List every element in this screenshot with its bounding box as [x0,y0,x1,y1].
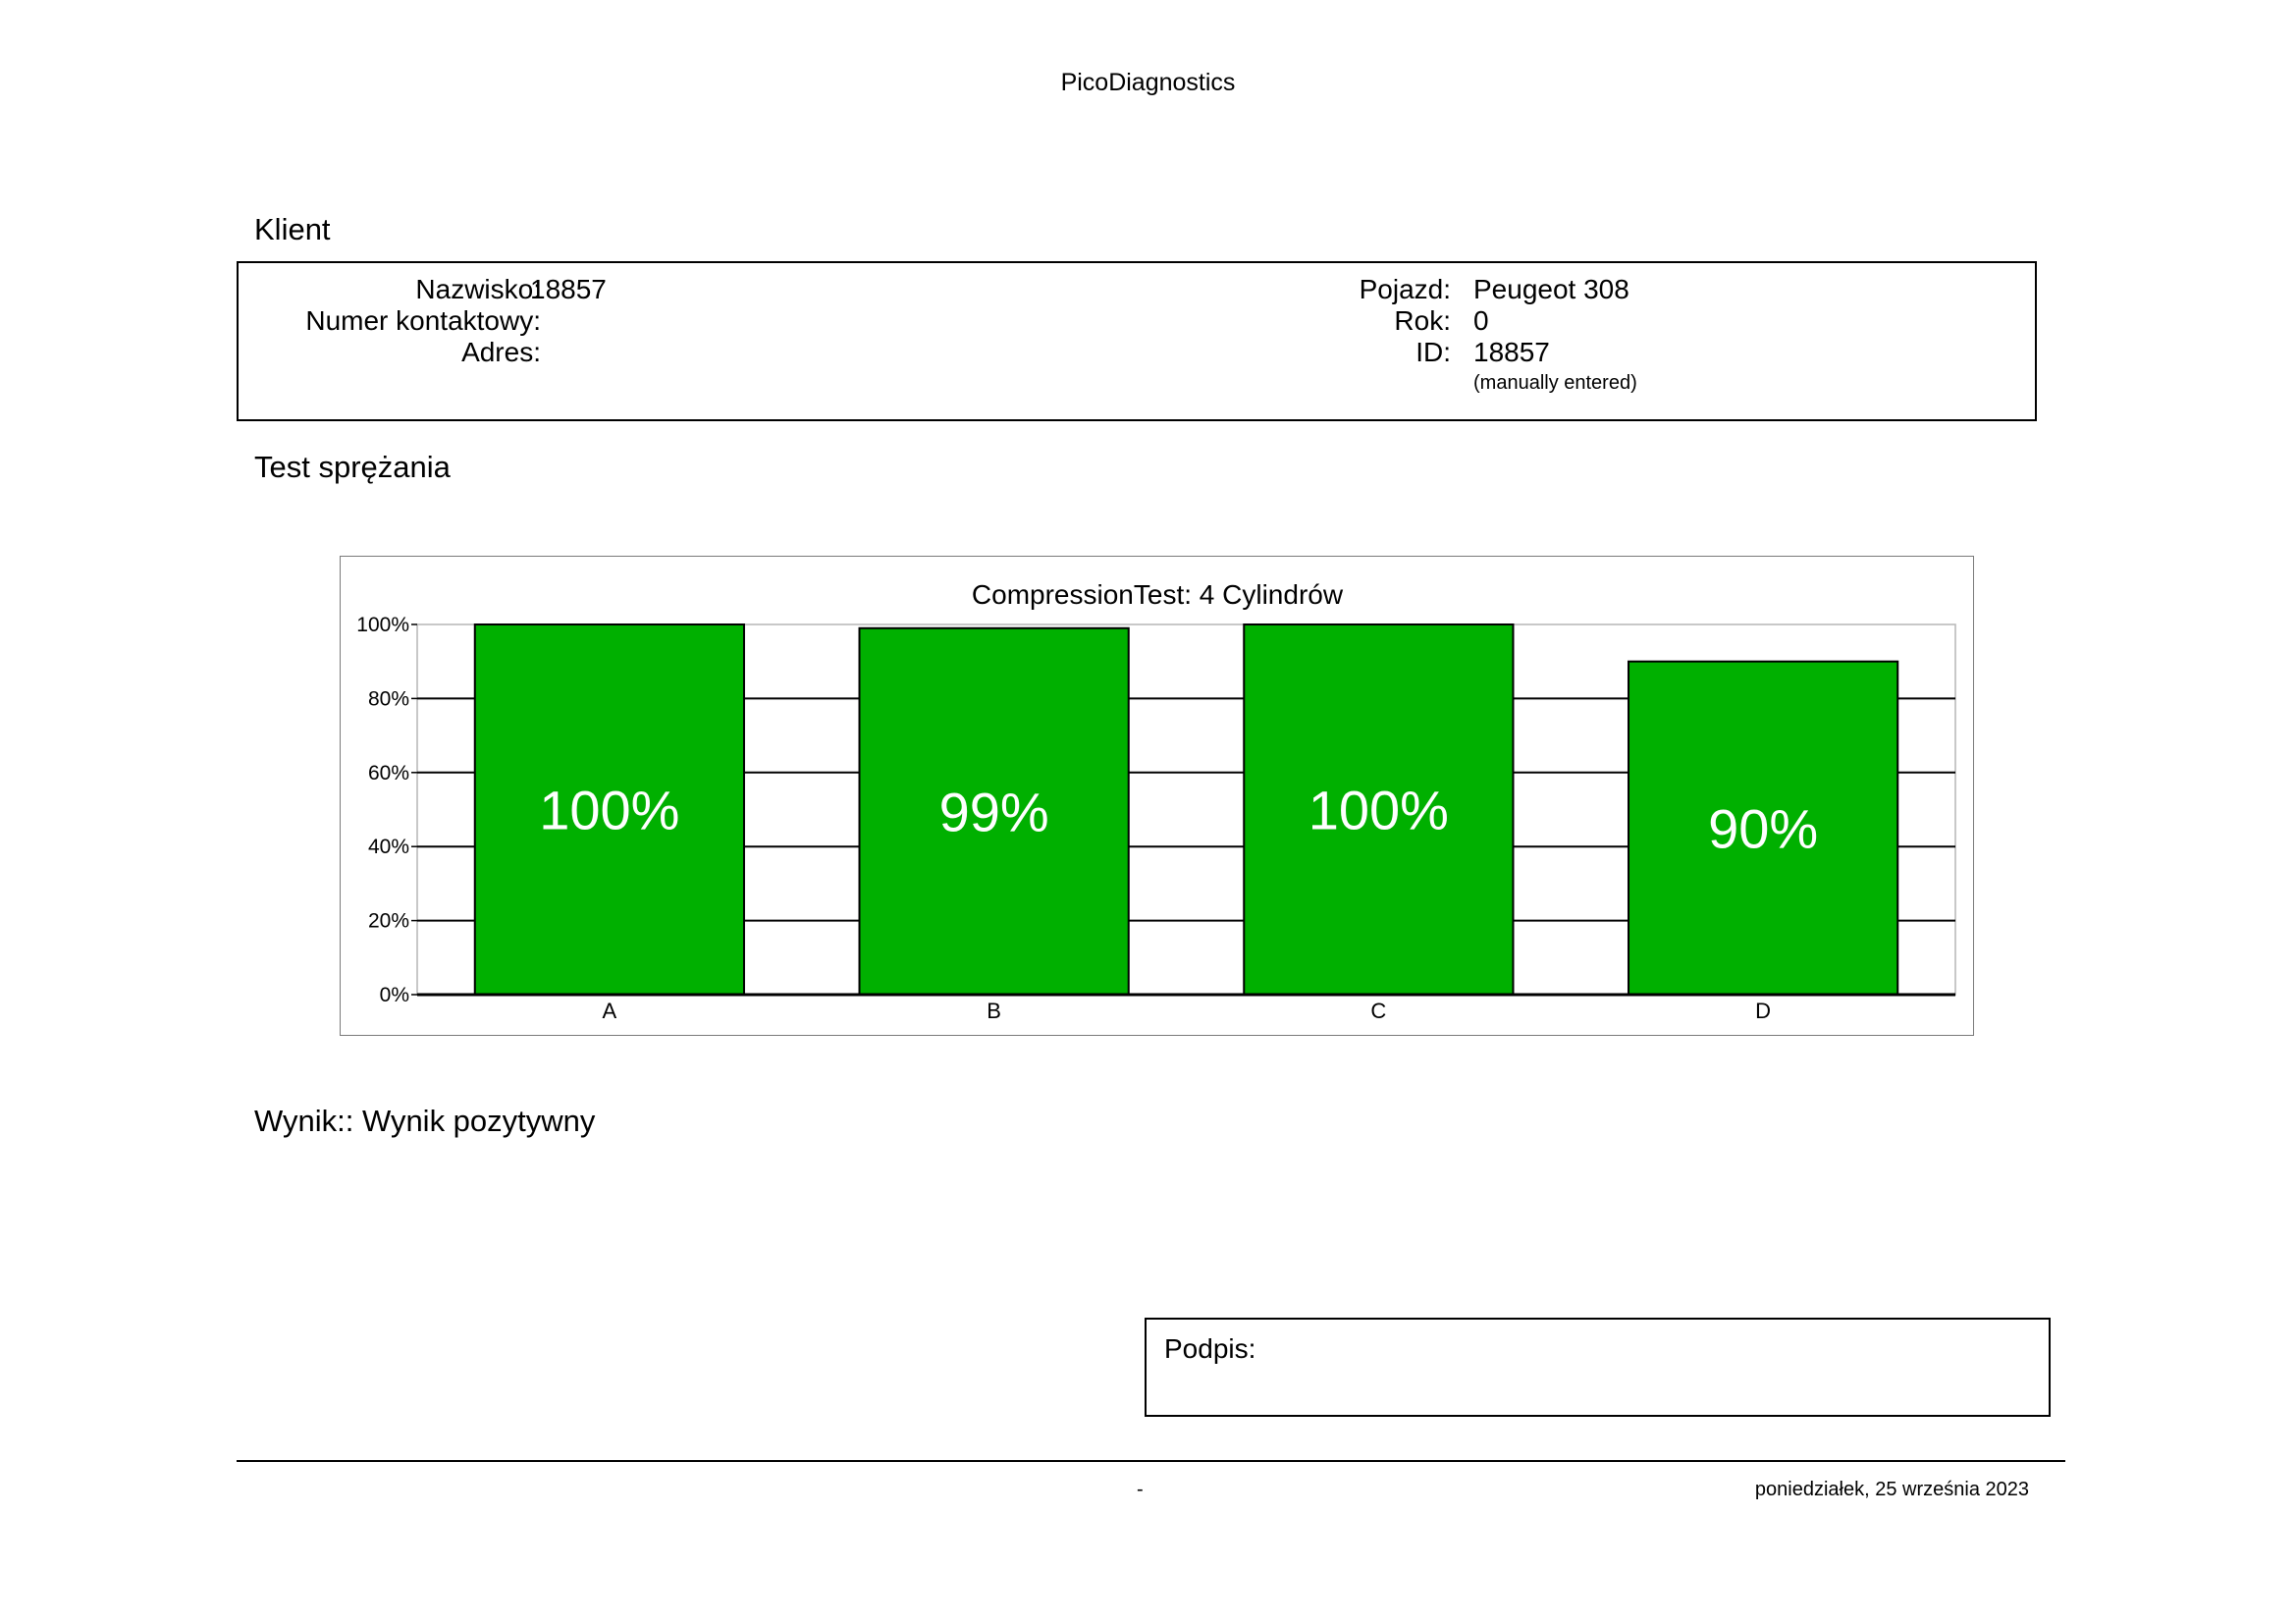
compression-chart-canvas: CompressionTest: 4 Cylindrów 0% 20% 40% 60%… [356,579,1956,1023]
id-entry-note: (manually entered) [1473,372,1637,394]
vehicle-label: Pojazd: [1359,274,1451,304]
chart-x-tick-label: D [1755,999,1771,1023]
footer-page-marker: - [1137,1479,1144,1500]
footer-date: poniedziałek, 25 września 2023 [1754,1479,2029,1500]
chart-y-tick-label: 20% [368,910,409,933]
chart-bars: 100% 99% 100% 90% [473,623,1899,997]
chart-y-tick-label: 100% [356,614,409,636]
footer-divider [237,1460,2065,1462]
chart-x-axis-ticks: A B C D [417,993,1955,1023]
address-row: Adres: [239,337,1122,368]
year-row: Rok: 0 [1122,305,2005,337]
surname-row: Nazwisko: 18857 [239,274,1122,305]
year-label: Rok: [1394,305,1451,336]
chart-x-tick-label: A [603,999,617,1023]
chart-bar [473,623,745,996]
id-row: ID: 18857 [1122,337,2005,368]
chart-y-tick-label: 40% [368,836,409,858]
chart-y-axis-ticks: 0% 20% 40% 60% 80% 100% [356,614,409,1006]
chart-y-tick-label: 0% [380,984,409,1006]
chart-bar [1628,660,1899,996]
report-title: PicoDiagnostics [1060,69,1236,96]
id-label: ID: [1415,337,1451,367]
signature-label: Podpis: [1164,1333,1256,1364]
chart-x-tick-label: C [1370,999,1386,1023]
chart-bar-value-label: 100% [1308,780,1449,841]
compression-test-section-title: Test sprężania [254,450,451,484]
chart-title: CompressionTest: 4 Cylindrów [972,579,1344,610]
id-value: 18857 [1473,337,1550,367]
signature-box: Podpis: [1145,1318,2051,1417]
client-section-title: Klient [254,212,331,246]
chart-bar-value-label: 90% [1708,797,1818,859]
chart-y-tick-label: 80% [368,687,409,710]
surname-value: 18857 [530,274,607,304]
contact-number-label: Numer kontaktowy: [305,305,541,336]
compression-chart: CompressionTest: 4 Cylindrów 0% 20% 40% 60%… [340,556,1974,1036]
surname-label: Nazwisko: [415,274,541,304]
test-result: Wynik:: Wynik pozytywny [254,1104,596,1138]
chart-x-tick-label: B [987,999,1001,1023]
chart-bar-value-label: 100% [539,780,679,841]
vehicle-row: Pojazd: Peugeot 308 [1122,274,2005,305]
client-info-box: Nazwisko: 18857 Numer kontaktowy: Adres:… [237,261,2037,421]
chart-bar [1243,623,1515,996]
address-label: Adres: [461,337,541,367]
chart-bar [858,626,1130,997]
contact-number-row: Numer kontaktowy: [239,305,1122,337]
chart-y-tick-label: 60% [368,762,409,785]
year-value: 0 [1473,305,1489,336]
chart-bar-value-label: 99% [939,781,1049,842]
vehicle-value: Peugeot 308 [1473,274,1629,304]
